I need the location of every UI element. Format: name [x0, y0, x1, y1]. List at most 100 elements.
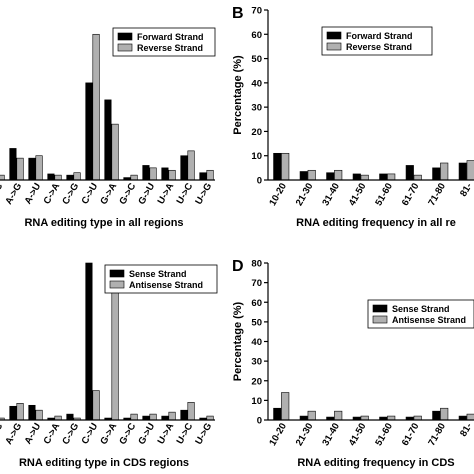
x-tick-label: A->U	[23, 421, 44, 446]
bar-antisense-strand-7	[130, 413, 138, 421]
y-tick-label: 50	[251, 54, 262, 65]
legend-label: Reverse Strand	[346, 42, 412, 52]
x-tick-label: U->G	[193, 421, 214, 446]
x-tick-label: U->A	[156, 181, 177, 206]
bar-antisense-strand-5	[92, 390, 100, 421]
x-tick-label: 51-60	[373, 181, 395, 208]
x-tick-label: G->A	[98, 181, 119, 207]
bar-forward-strand-5	[85, 82, 93, 181]
bar-sense-strand-10	[180, 409, 188, 421]
legend-swatch	[326, 42, 342, 51]
bar-forward-strand-5	[405, 165, 414, 181]
bar-reverse-strand-10	[187, 150, 195, 181]
x-tick-label: 61-70	[400, 181, 422, 208]
bar-reverse-strand-7	[130, 174, 138, 181]
bar-reverse-strand-8	[149, 167, 157, 181]
x-tick-label: C->U	[80, 421, 101, 446]
y-axis-title: Percentage (%)	[232, 55, 244, 135]
bar-antisense-strand-6	[440, 407, 449, 421]
legend-swatch	[326, 31, 342, 40]
bar-forward-strand-0	[273, 152, 282, 181]
x-tick-label: 10-20	[267, 181, 289, 208]
x-tick-label: 61-70	[400, 421, 422, 448]
x-tick-label: A->G	[3, 421, 24, 446]
bar-sense-strand-0	[273, 407, 282, 421]
bar-sense-strand-4	[66, 413, 74, 421]
legend-box	[321, 26, 433, 56]
x-tick-label: 81-	[458, 181, 474, 198]
bar-reverse-strand-2	[35, 155, 43, 181]
bar-forward-strand-6	[104, 99, 112, 181]
panel-letter: D	[232, 258, 244, 275]
x-tick-label: 41-50	[347, 181, 369, 208]
y-tick-label: 70	[251, 278, 262, 289]
bar-antisense-strand-2	[334, 410, 343, 421]
legend-label: Sense Strand	[392, 304, 450, 314]
bar-reverse-strand-2	[334, 169, 343, 181]
y-tick-label: 30	[251, 103, 262, 114]
bar-forward-strand-2	[28, 157, 36, 181]
bar-reverse-strand-5	[92, 33, 100, 181]
legend-label: Antisense Strand	[392, 315, 466, 325]
bar-reverse-strand-5	[413, 174, 422, 181]
legend-swatch	[117, 43, 133, 52]
x-tick-label: G->U	[136, 181, 157, 207]
bar-antisense-strand-7	[466, 413, 474, 421]
legend-swatch	[372, 315, 388, 324]
x-axis-title: RNA editing type in CDS regions	[19, 457, 189, 469]
x-tick-label: 31-40	[320, 181, 342, 208]
x-tick-label: 21-30	[294, 421, 316, 448]
y-axis-title: Percentage (%)	[232, 301, 244, 381]
y-tick-label: 10	[251, 396, 262, 407]
x-tick-label: U->C	[175, 421, 196, 446]
x-tick-label: 71-80	[426, 181, 448, 208]
panel-d-bar-chart: 10-20 21-30 31-40 41-50 51-60 61-70 71-80 81- 0 1…	[232, 258, 474, 469]
bar-reverse-strand-9	[168, 169, 176, 181]
x-axis-title: RNA editing frequency in CDS	[297, 457, 454, 469]
legend-swatch	[117, 32, 133, 41]
bar-antisense-strand-1	[16, 403, 24, 421]
bar-forward-strand-7	[458, 162, 467, 181]
x-tick-label: U->C	[175, 181, 196, 206]
bar-antisense-strand-6	[111, 292, 119, 421]
bar-forward-strand-4	[379, 173, 388, 181]
bar-forward-strand-11	[199, 172, 207, 181]
x-tick-label: 21-30	[294, 181, 316, 208]
x-tick-label: 31-40	[320, 421, 342, 448]
y-tick-label: 70	[251, 6, 262, 17]
bar-forward-strand-8	[142, 165, 150, 181]
y-tick-label: 60	[251, 30, 262, 41]
panel-a-bar-chart: U->C A->GA->UC->AC->GC->UG->AG->CG->UU->A…	[0, 27, 216, 229]
bar-reverse-strand-1	[16, 157, 24, 181]
x-tick-label: 51-60	[373, 421, 395, 448]
y-tick-label: 60	[251, 298, 262, 309]
legend-label: Sense Strand	[129, 269, 187, 279]
bar-forward-strand-1	[299, 171, 308, 181]
bar-antisense-strand-8	[149, 413, 157, 421]
legend-swatch	[372, 304, 388, 313]
bar-forward-strand-2	[326, 172, 335, 181]
bar-reverse-strand-6	[440, 162, 449, 181]
bar-forward-strand-1	[9, 148, 17, 181]
bar-reverse-strand-1	[307, 169, 316, 181]
bar-sense-strand-2	[28, 404, 36, 421]
y-tick-label: 10	[251, 151, 262, 162]
bar-reverse-strand-0	[0, 174, 5, 181]
bar-reverse-strand-3	[360, 174, 369, 181]
x-tick-label: C->G	[60, 181, 81, 206]
bar-antisense-strand-1	[307, 410, 316, 421]
bar-reverse-strand-4	[387, 173, 396, 181]
bar-antisense-strand-10	[187, 402, 195, 421]
x-tick-label: U->G	[193, 181, 214, 206]
bar-reverse-strand-3	[54, 174, 62, 181]
x-tick-label: C->G	[60, 421, 81, 446]
legend-box	[112, 27, 216, 57]
legend-label: Forward Strand	[137, 32, 204, 42]
legend-label: Antisense Strand	[129, 280, 203, 290]
bar-reverse-strand-11	[206, 169, 214, 181]
x-tick-label: A->G	[3, 181, 24, 206]
x-tick-label: C->U	[80, 181, 101, 206]
y-tick-label: 30	[251, 357, 262, 368]
x-tick-label: U->A	[156, 421, 177, 446]
